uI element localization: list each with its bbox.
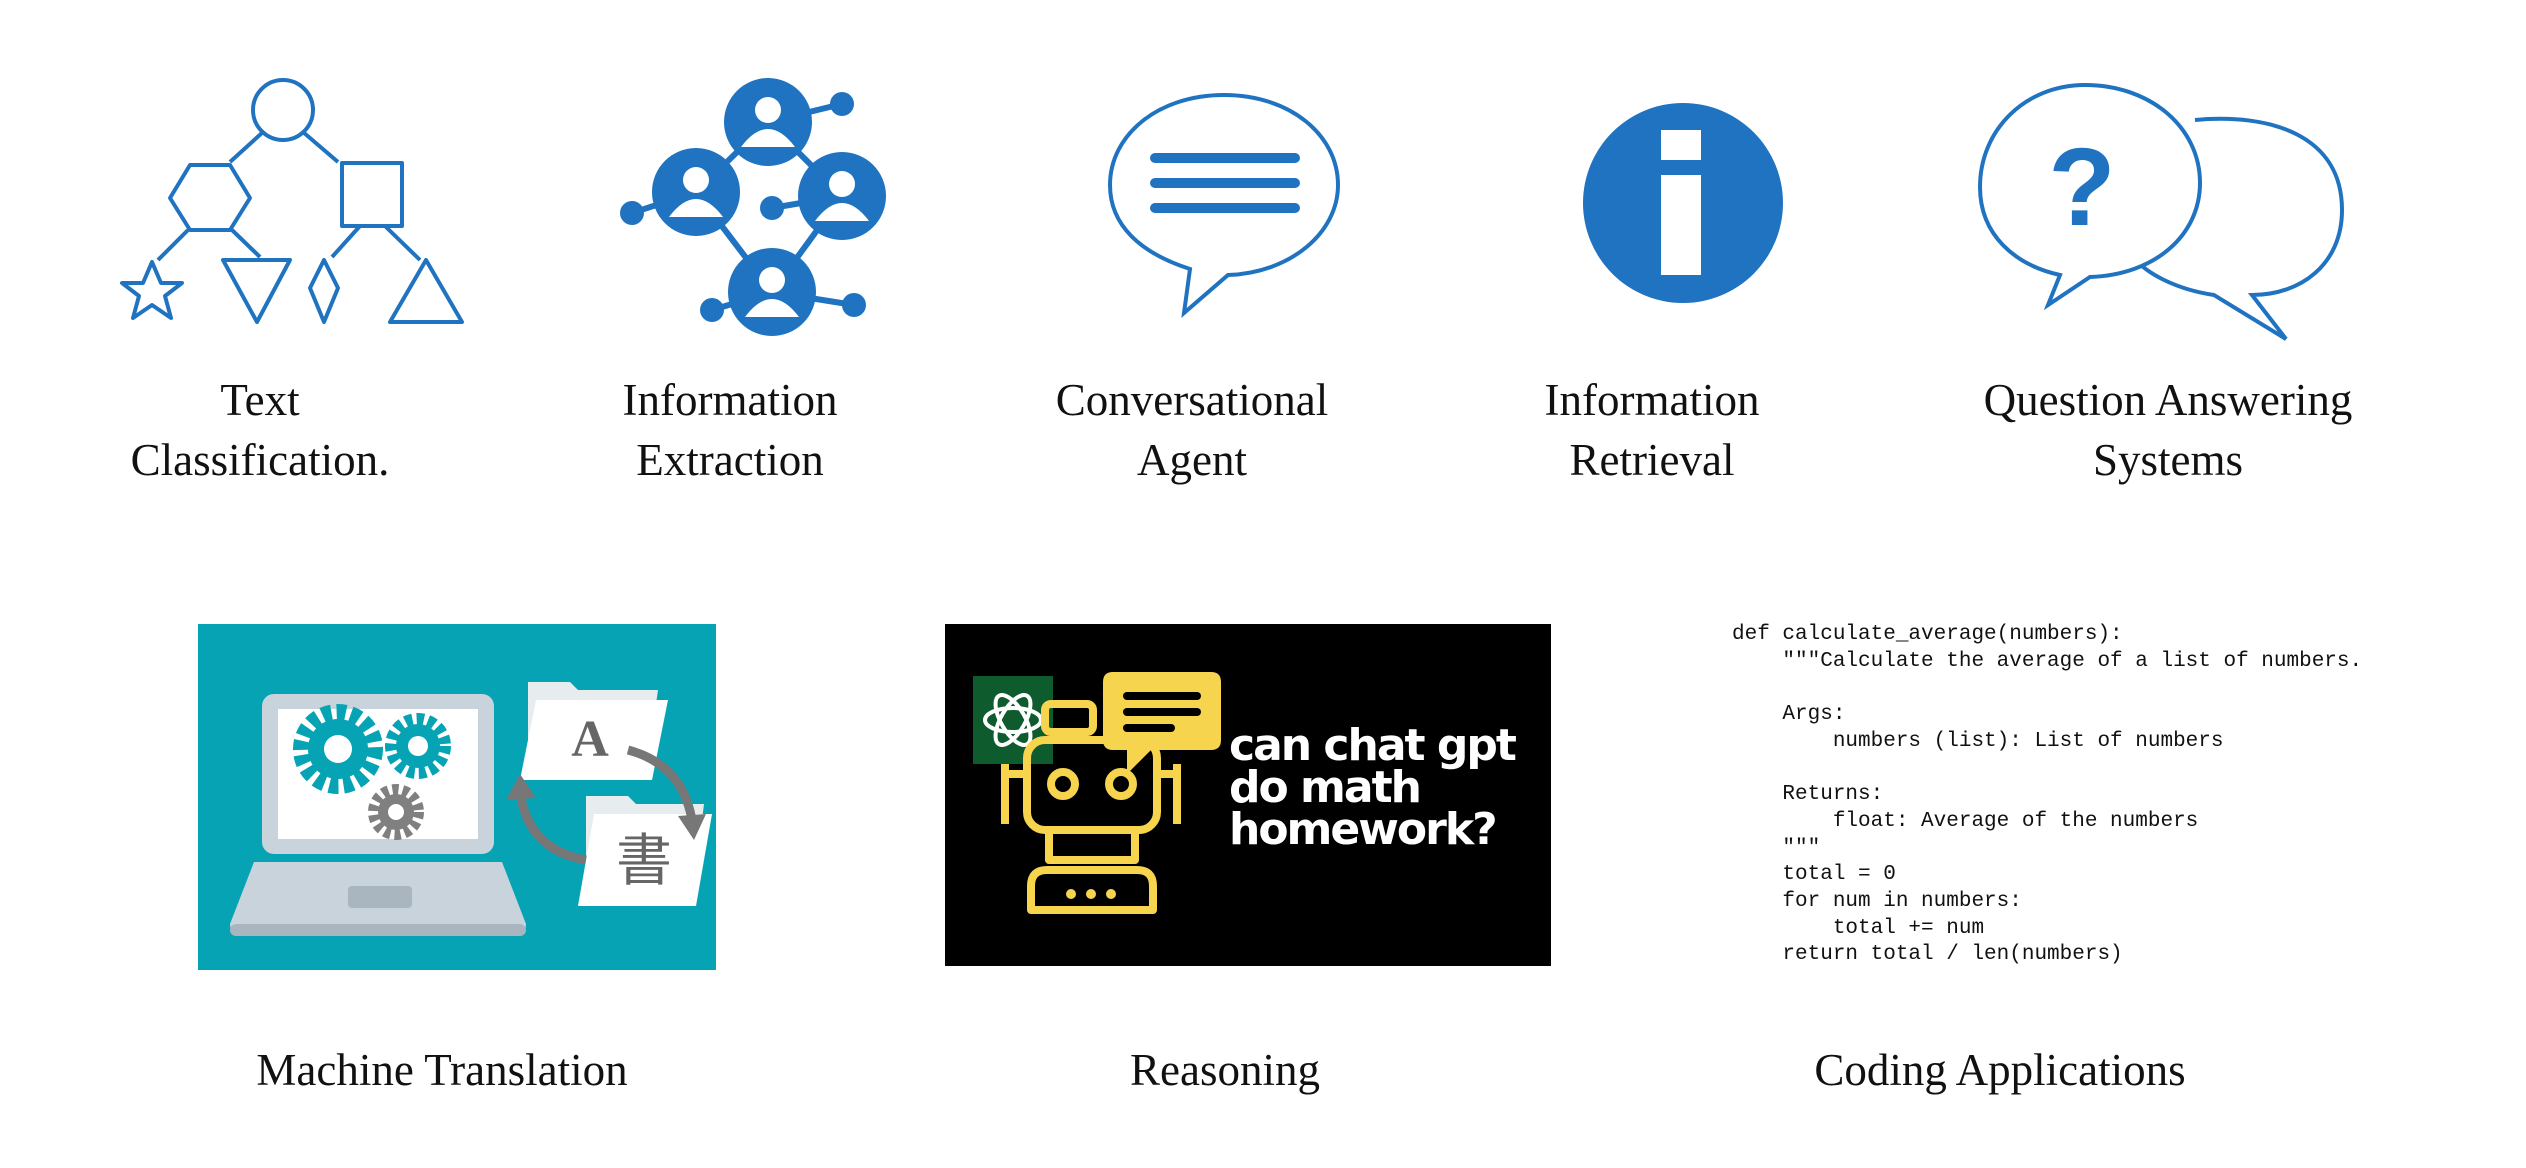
code-line: float: Average of the numbers: [1732, 809, 2199, 833]
code-line: def calculate_average(numbers):: [1732, 623, 2123, 646]
svg-text:書: 書: [616, 829, 672, 894]
code-line: for num in numbers:: [1732, 890, 2022, 914]
label-reasoning: Reasoning: [1130, 1045, 1320, 1095]
gear-icon: [293, 704, 451, 840]
machine-translation-illustration: A 書: [198, 624, 716, 970]
question-bubbles-icon: ?: [1977, 82, 2345, 341]
reasoning-illustration: can chat gpt do math homework?: [945, 624, 1551, 966]
label-information-retrieval: Information Retrieval: [1544, 375, 1760, 485]
code-line: [1732, 756, 2362, 783]
people-network-icon: [620, 78, 886, 336]
svg-text:can chat gpt do math h: can chat gpt do math homework?: [1229, 720, 1528, 855]
label-information-extraction: Information Extraction: [622, 375, 838, 485]
svg-text:?: ?: [2048, 126, 2115, 249]
code-line: Returns:: [1732, 783, 1884, 807]
speech-bubble-icon: [1107, 92, 1341, 318]
code-snippet: def calculate_average(numbers): """Calcu…: [1732, 622, 2362, 969]
code-line: [1732, 675, 2362, 702]
info-icon: [1583, 103, 1783, 303]
code-line: Args:: [1732, 703, 1846, 727]
code-line: total += num: [1732, 916, 1985, 940]
label-conversational-agent: Conversational Agent: [1055, 375, 1329, 485]
robot-icon: [1001, 700, 1181, 914]
code-line: total = 0: [1732, 863, 1896, 887]
svg-text:A: A: [571, 711, 609, 768]
label-machine-translation: Machine Translation: [256, 1045, 628, 1095]
label-question-answering: Question Answering Systems: [1983, 375, 2353, 485]
code-line: numbers (list): List of numbers: [1732, 729, 2224, 753]
label-coding-applications: Coding Applications: [1814, 1045, 2186, 1095]
hierarchy-shapes-icon: [120, 78, 464, 324]
code-line: return total / len(numbers): [1732, 943, 2123, 967]
code-line: """: [1732, 836, 1821, 860]
label-text-classification: Text Classification.: [130, 375, 390, 485]
code-line: """Calculate the average of a list of nu…: [1732, 649, 2363, 673]
